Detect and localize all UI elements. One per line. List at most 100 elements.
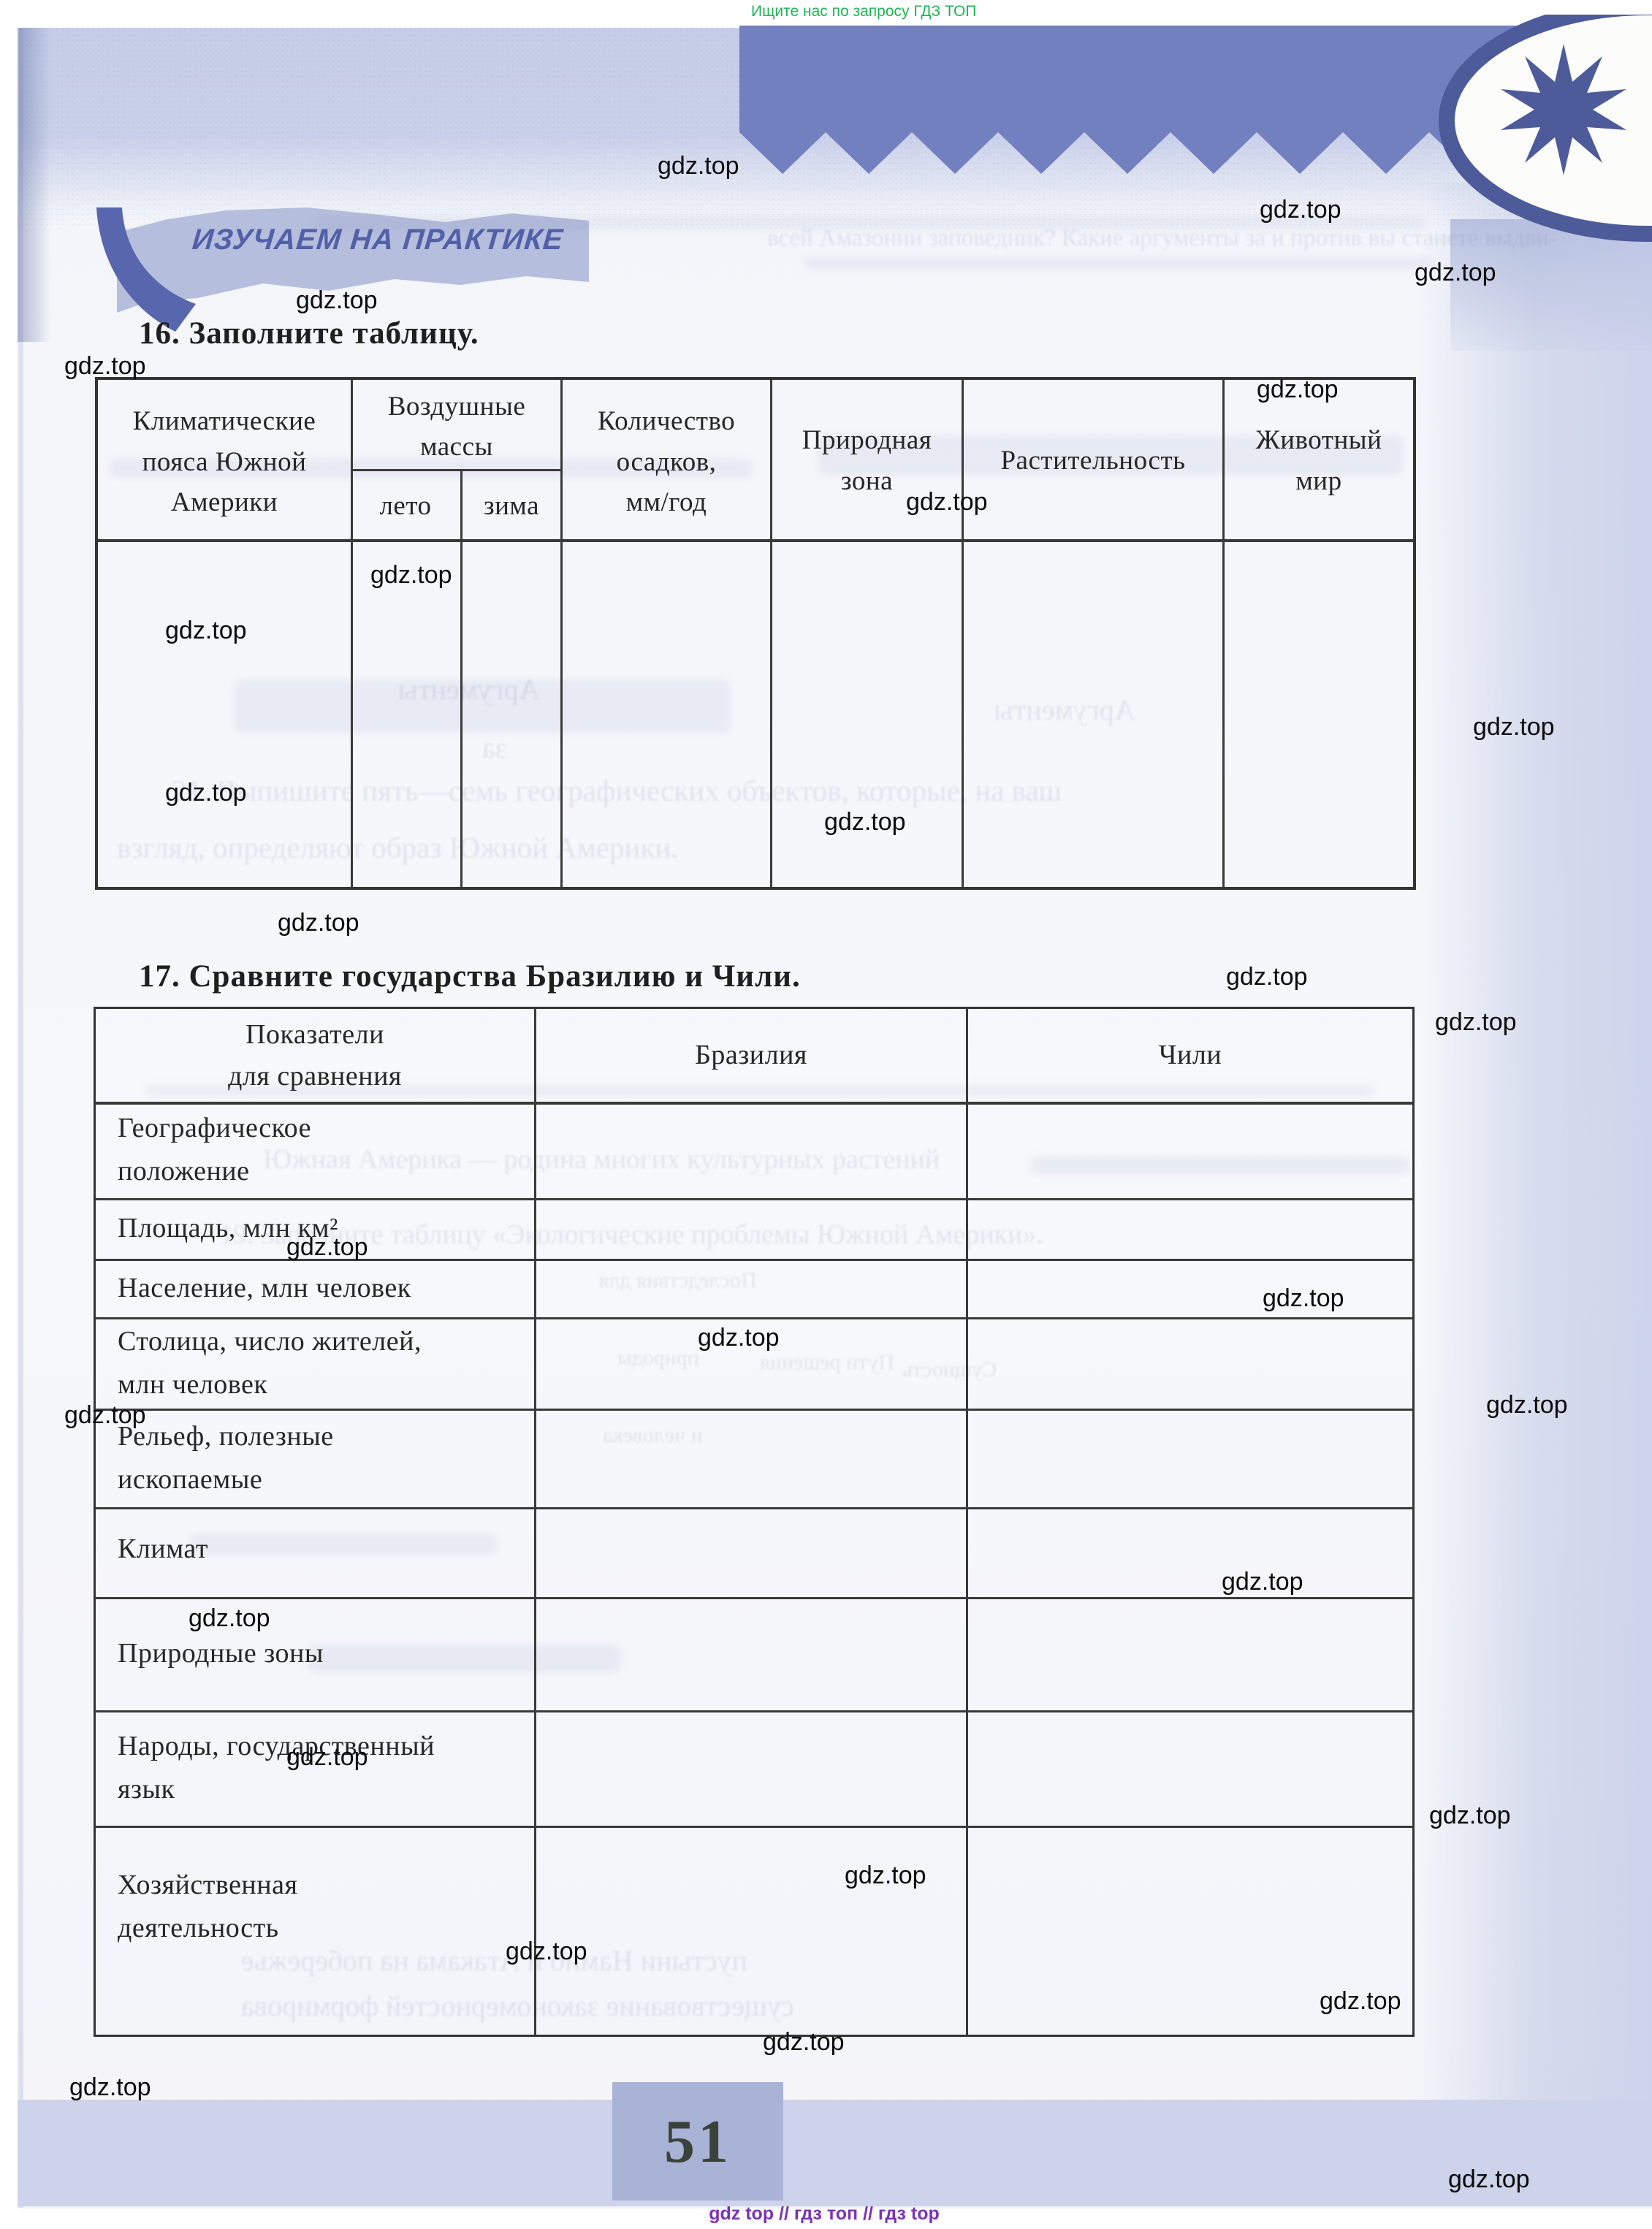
scan-smudge <box>1030 1156 1410 1175</box>
gdz-watermark: gdz.top <box>1320 1987 1401 2015</box>
t17-header-brazil: Бразилия <box>695 1040 807 1070</box>
section-swoosh-icon <box>96 207 196 332</box>
left-edge-line <box>18 28 23 2208</box>
gdz-watermark: gdz.top <box>845 1862 926 1889</box>
task17-title: 17. Сравните государства Бразилию и Чили… <box>139 959 801 994</box>
corner-ellipse <box>1439 15 1652 242</box>
t17-row-label: Географическое положение <box>118 1113 312 1186</box>
t16-vline <box>560 380 563 887</box>
t17-hline <box>96 1317 1412 1319</box>
t16-vline <box>1222 380 1225 887</box>
task16-title: 16. Заполните таблицу. <box>139 316 479 351</box>
top-note: Ищите нас по запросу ГДЗ ТОП <box>751 3 977 20</box>
t16-header-airmass: Воздушные массы <box>387 391 526 462</box>
t17-hline <box>96 1597 1412 1599</box>
t16-header-winter: зима <box>484 491 539 522</box>
gdz-watermark: gdz.top <box>1486 1391 1568 1419</box>
t16-header-summer: лето <box>379 491 432 522</box>
table17: Показатели для сравнения Бразилия Чили Г… <box>94 1007 1415 2037</box>
t17-hline <box>96 1259 1412 1261</box>
bleedthrough-text: Южная Америка — родина многих культурных… <box>263 1144 940 1175</box>
t17-row-label: Народы, государственный язык <box>118 1731 435 1805</box>
bleedthrough-text: всей Амазонии заповедник? Какие аргумент… <box>767 225 1557 251</box>
t16-hline <box>98 539 1413 542</box>
t17-row-label: Площадь, млн км² <box>118 1213 338 1244</box>
gdz-watermark: gdz.top <box>1448 2165 1530 2193</box>
gdz-watermark: gdz.top <box>1260 196 1341 224</box>
gdz-watermark: gdz.top <box>906 488 988 516</box>
section-ribbon <box>117 207 589 313</box>
t17-hline <box>96 1826 1412 1828</box>
t17-hline <box>96 1409 1412 1411</box>
scan-smudge <box>314 216 1425 231</box>
t16-header-precip: Количество осадков, мм/год <box>597 406 736 518</box>
t16-header-vegetation: Растительность <box>1000 445 1186 476</box>
footer-text: gdz top // гдз топ // гдз top <box>709 2203 940 2224</box>
t16-header-climate: Климатические пояса Южной Америки <box>132 406 316 518</box>
scan-smudge <box>234 679 731 734</box>
gdz-watermark: gdz.top <box>165 779 247 807</box>
t17-vline <box>534 1009 536 2035</box>
gdz-watermark: gdz.top <box>1222 1568 1303 1596</box>
left-gutter-shadow <box>18 28 51 342</box>
gdz-watermark: gdz.top <box>1435 1008 1517 1036</box>
t16-vline <box>962 380 964 887</box>
bleedthrough-text: 19. Заполните таблицу «Экологические про… <box>219 1219 1043 1250</box>
t16-header-zone: Природная зона <box>802 425 932 496</box>
t16-vline <box>351 380 353 887</box>
gdz-watermark: gdz.top <box>763 2028 845 2056</box>
t17-header-chile: Чили <box>1158 1040 1222 1070</box>
gdz-watermark: gdz.top <box>286 1233 368 1261</box>
gdz-watermark: gdz.top <box>658 152 739 180</box>
gdz-watermark: gdz.top <box>1226 963 1308 991</box>
bleedthrough-text: 21. Выпишите пять—семь географических об… <box>172 774 1062 807</box>
t17-hline <box>96 1198 1412 1200</box>
t17-header-indicators: Показатели для сравнения <box>228 1018 402 1091</box>
gdz-watermark: gdz.top <box>1257 376 1339 403</box>
zigzag-banner <box>739 26 1527 174</box>
gdz-watermark: gdz.top <box>370 561 452 589</box>
t16-vline <box>460 469 463 887</box>
gdz-watermark: gdz.top <box>286 1743 368 1771</box>
table16: Климатические пояса Южной Америки Воздуш… <box>95 377 1416 890</box>
gdz-watermark: gdz.top <box>69 2073 151 2101</box>
t17-row-label: Рельеф, полезные ископаемые <box>118 1420 334 1495</box>
scan-smudge <box>307 1644 621 1673</box>
t17-row-label: Климат <box>118 1533 208 1564</box>
scan-smudge <box>190 1533 497 1555</box>
gdz-watermark: gdz.top <box>64 352 146 380</box>
paper-background <box>19 28 1652 2209</box>
gdz-watermark: gdz.top <box>1415 259 1496 286</box>
star-icon <box>1501 44 1626 175</box>
scan-smudge <box>818 435 1403 475</box>
gdz-watermark: gdz.top <box>824 808 906 836</box>
scan-smudge <box>146 1086 1374 1096</box>
gdz-watermark: gdz.top <box>506 1937 587 1965</box>
t17-row-label: Столица, число жителей, млн человек <box>118 1325 422 1400</box>
bleedthrough-text: взгляд, определяют образ Южной Америки. <box>117 831 679 864</box>
gdz-watermark: gdz.top <box>1263 1284 1344 1312</box>
t16-hline <box>351 469 563 471</box>
gdz-watermark: gdz.top <box>296 286 378 314</box>
t16-vline <box>770 380 772 887</box>
gdz-watermark: gdz.top <box>64 1401 146 1429</box>
gdz-watermark: gdz.top <box>189 1604 270 1632</box>
bottom-wash <box>18 2100 1652 2206</box>
gdz-watermark: gdz.top <box>1473 713 1555 741</box>
gdz-watermark: gdz.top <box>165 617 247 644</box>
page-number-box: 51 <box>612 2082 783 2201</box>
t17-row-label: Природные зоны <box>118 1638 324 1669</box>
t17-hline <box>96 1710 1412 1712</box>
t17-hline <box>96 1507 1412 1509</box>
right-edge-shade <box>1417 183 1652 2111</box>
t17-row-label: Хозяйственная деятельность <box>118 1870 298 1943</box>
t17-vline <box>966 1009 968 2035</box>
t17-row-label: Население, млн человек <box>118 1272 411 1303</box>
t17-hline <box>96 1102 1412 1105</box>
scan-smudge <box>110 459 753 478</box>
scan-smudge <box>804 257 1432 269</box>
gdz-watermark: gdz.top <box>698 1324 780 1352</box>
t16-header-fauna: Животный мир <box>1255 425 1382 496</box>
page-number: 51 <box>664 2107 731 2176</box>
